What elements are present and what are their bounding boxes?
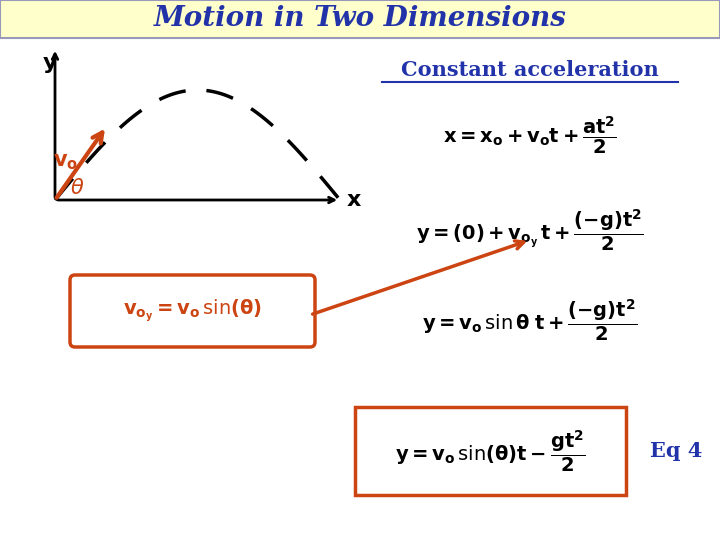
Text: Eq 4: Eq 4 bbox=[650, 441, 703, 461]
Text: $\mathbf{y = (0) + v_{o_y}\,t + \dfrac{(-g)t^2}{2}}$: $\mathbf{y = (0) + v_{o_y}\,t + \dfrac{(… bbox=[416, 207, 644, 253]
Text: y: y bbox=[42, 53, 58, 73]
Text: x: x bbox=[347, 190, 361, 210]
FancyBboxPatch shape bbox=[70, 275, 315, 347]
FancyBboxPatch shape bbox=[355, 407, 626, 495]
Text: $\mathbf{y = v_o\,\sin\theta\; t + \dfrac{(-g)t^2}{2}}$: $\mathbf{y = v_o\,\sin\theta\; t + \dfra… bbox=[423, 297, 638, 343]
Text: $\mathbf{v_o}$: $\mathbf{v_o}$ bbox=[53, 152, 78, 172]
Text: $\mathbf{x = x_o + v_o t + \dfrac{at^2}{2}}$: $\mathbf{x = x_o + v_o t + \dfrac{at^2}{… bbox=[443, 114, 617, 156]
Text: $\mathbf{v_{o_y} = v_o\,\sin(\theta)}$: $\mathbf{v_{o_y} = v_o\,\sin(\theta)}$ bbox=[123, 298, 262, 325]
Text: Constant acceleration: Constant acceleration bbox=[401, 60, 659, 80]
Text: $\mathbf{y = v_o\,\sin(\theta)t - \dfrac{gt^2}{2}}$: $\mathbf{y = v_o\,\sin(\theta)t - \dfrac… bbox=[395, 428, 586, 474]
Text: Motion in Two Dimensions: Motion in Two Dimensions bbox=[153, 5, 567, 32]
FancyBboxPatch shape bbox=[0, 0, 720, 38]
Text: $\theta$: $\theta$ bbox=[70, 178, 84, 198]
